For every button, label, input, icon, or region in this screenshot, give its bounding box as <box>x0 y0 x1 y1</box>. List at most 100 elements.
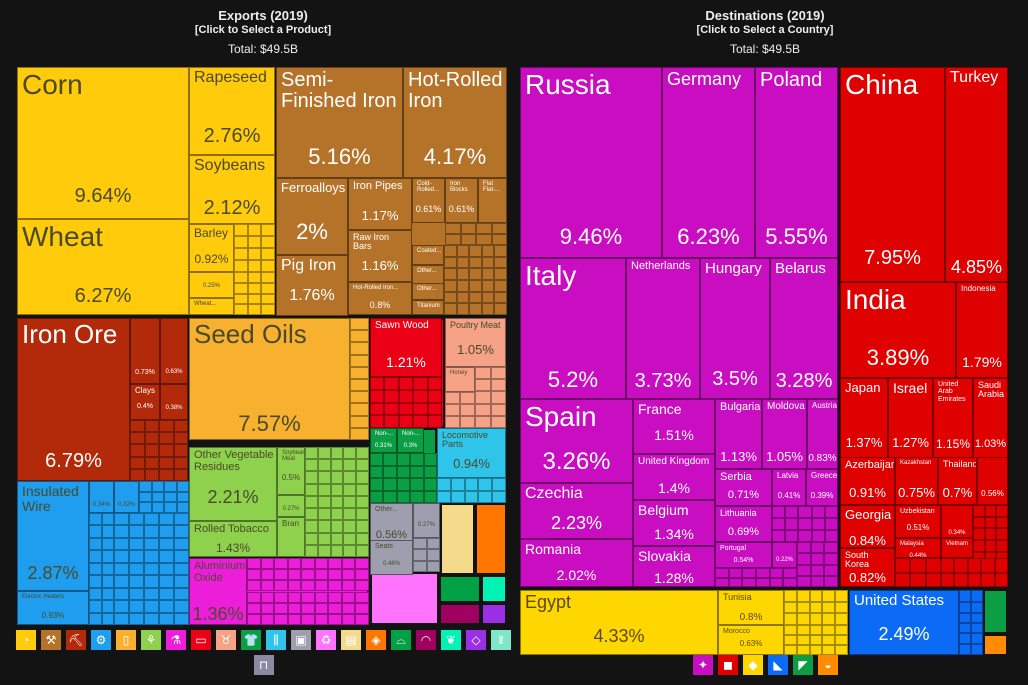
foodstuffs-icon[interactable]: ⚘ <box>141 630 161 650</box>
export-small-item[interactable] <box>426 549 440 561</box>
destination-item[interactable]: Malaysia 0.44% <box>895 538 941 558</box>
export-item[interactable]: Honey <box>445 367 475 392</box>
export-small-item[interactable] <box>328 558 342 570</box>
destination-item[interactable]: Thailand 0.7% <box>938 457 977 505</box>
export-small-item[interactable] <box>478 478 493 491</box>
destination-item[interactable]: United Arab Emirates 1.15% <box>933 378 973 459</box>
export-small-item[interactable] <box>481 280 495 292</box>
destination-small-item[interactable] <box>796 590 810 602</box>
export-small-item[interactable] <box>129 550 144 563</box>
export-small-item[interactable] <box>356 532 369 545</box>
export-small-item[interactable] <box>89 513 102 526</box>
destination-item[interactable]: Moldova 1.05% <box>762 399 807 469</box>
export-small-item[interactable] <box>261 260 275 272</box>
export-small-item[interactable] <box>247 260 262 272</box>
export-small-item[interactable] <box>305 459 318 472</box>
export-small-item[interactable] <box>330 471 344 484</box>
south-america-icon[interactable]: ◤ <box>793 655 813 675</box>
export-small-item[interactable] <box>460 392 475 404</box>
export-small-item[interactable] <box>491 234 507 245</box>
export-small-item[interactable] <box>89 575 102 588</box>
export-small-item[interactable] <box>478 490 493 503</box>
north-america-icon[interactable]: ◣ <box>768 655 788 675</box>
precious-metals-icon[interactable]: ◇ <box>466 630 486 650</box>
destination-item[interactable]: India 3.89% <box>840 282 956 378</box>
transportation-icon[interactable]: ⫼ <box>266 630 286 650</box>
destination-small-item[interactable] <box>973 505 985 517</box>
export-small-item[interactable] <box>139 481 152 492</box>
destination-item[interactable]: Israel 1.27% <box>888 378 933 459</box>
export-small-item[interactable] <box>301 613 315 625</box>
export-small-item[interactable] <box>144 420 159 433</box>
export-small-item[interactable] <box>159 432 174 445</box>
export-small-item[interactable] <box>413 415 428 428</box>
export-small-item[interactable] <box>234 282 248 294</box>
export-item[interactable]: Non-... 0.31% <box>370 428 397 453</box>
export-small-item[interactable] <box>129 513 144 526</box>
destination-small-item[interactable] <box>796 613 810 625</box>
export-small-item[interactable] <box>475 379 491 392</box>
destination-item[interactable]: Indonesia 1.79% <box>956 282 1008 378</box>
destination-small-item[interactable] <box>809 645 823 655</box>
export-small-item[interactable] <box>370 377 385 390</box>
destination-small-item[interactable] <box>959 623 971 633</box>
destination-small-item[interactable] <box>971 601 983 613</box>
export-small-item[interactable] <box>398 415 414 428</box>
destination-item[interactable]: South Korea 0.82% <box>840 548 895 587</box>
export-item[interactable]: Iron Blocks 0.61% <box>445 178 478 223</box>
export-small-item[interactable] <box>234 304 248 315</box>
export-small-item[interactable] <box>444 245 457 257</box>
destination-small-item[interactable] <box>796 635 810 645</box>
export-item[interactable]: Other... <box>412 283 444 300</box>
export-small-item[interactable] <box>481 303 495 315</box>
export-small-item[interactable] <box>350 403 369 416</box>
export-small-item[interactable] <box>164 491 177 503</box>
destination-small-item[interactable] <box>959 633 971 644</box>
export-small-item[interactable] <box>301 580 315 592</box>
destination-small-item[interactable] <box>728 577 743 587</box>
export-small-item[interactable] <box>350 366 369 379</box>
export-small-item[interactable] <box>144 600 159 613</box>
export-small-item[interactable] <box>261 304 275 315</box>
destination-item[interactable]: United Kingdom 1.4% <box>633 454 715 500</box>
export-small-item[interactable] <box>260 602 275 614</box>
destination-item[interactable]: Belarus 3.28% <box>770 258 838 399</box>
export-small-item[interactable] <box>159 525 174 538</box>
destination-item[interactable]: United States 2.49% <box>849 590 959 655</box>
export-small-item[interactable] <box>341 613 356 625</box>
destination-small-item[interactable] <box>984 516 997 529</box>
export-small-item[interactable] <box>159 537 174 551</box>
destination-small-item[interactable] <box>785 518 799 530</box>
destination-small-item[interactable] <box>824 542 838 554</box>
export-small-item[interactable] <box>426 560 440 572</box>
export-small-item[interactable] <box>492 490 506 503</box>
export-small-item[interactable] <box>287 602 302 614</box>
plastics-rubbers-icon[interactable]: ♻ <box>316 630 336 650</box>
destination-small-item[interactable] <box>971 613 983 623</box>
export-small-item[interactable] <box>301 591 315 603</box>
destination-item[interactable]: Morocco 0.63% <box>718 625 784 655</box>
export-small-item[interactable] <box>144 550 159 563</box>
export-small-item[interactable] <box>101 600 114 613</box>
miscellaneous-icon[interactable]: ▣ <box>291 630 311 650</box>
export-small-item[interactable] <box>370 465 384 478</box>
export-small-item[interactable] <box>490 415 506 428</box>
export-small-item[interactable] <box>114 612 129 625</box>
destination-item[interactable]: Saudi Arabia 1.03% <box>973 378 1008 459</box>
export-small-item[interactable] <box>174 562 189 576</box>
export-small-item[interactable] <box>464 490 479 503</box>
export-small-item[interactable] <box>350 427 369 440</box>
export-small-item[interactable] <box>356 520 369 533</box>
export-small-item[interactable] <box>314 558 329 570</box>
destinations-subtitle[interactable]: [Click to Select a Country] <box>696 24 834 36</box>
export-small-item[interactable] <box>384 402 399 416</box>
export-group-block[interactable] <box>481 575 507 603</box>
destination-small-item[interactable] <box>824 575 838 587</box>
export-small-item[interactable] <box>247 272 262 283</box>
export-small-item[interactable] <box>274 591 288 603</box>
export-small-item[interactable] <box>234 248 248 260</box>
export-small-item[interactable] <box>330 459 344 472</box>
export-item[interactable]: Electric Heaters 0.93% <box>17 591 89 625</box>
export-small-item[interactable] <box>383 453 397 466</box>
